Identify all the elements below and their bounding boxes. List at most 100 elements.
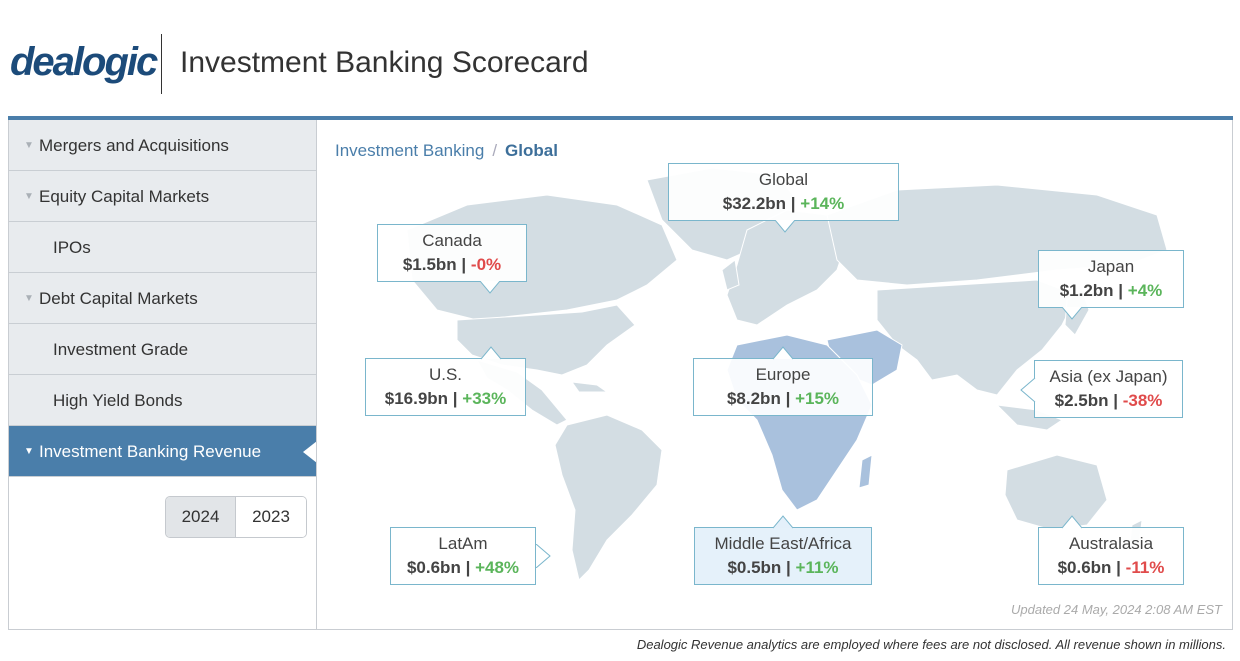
region-value: $0.6bn | -11% <box>1039 558 1183 578</box>
australia-shape[interactable] <box>1004 454 1108 531</box>
region-revenue: $16.9bn <box>384 389 449 408</box>
callout-pointer-icon <box>775 220 795 233</box>
caret-down-icon: ▼ <box>24 140 34 151</box>
value-separator: | <box>786 558 791 577</box>
region-name: Global <box>758 170 809 189</box>
value-separator: | <box>465 558 471 577</box>
updated-timestamp: Updated 24 May, 2024 2:08 AM EST <box>1010 602 1222 617</box>
page-title: Investment Banking Scorecard <box>180 46 589 79</box>
callout-pointer-icon <box>1062 515 1082 529</box>
region-callout-middle-east-africa[interactable]: Middle East/Africa $0.5bn | +11% <box>694 527 872 585</box>
region-revenue: $0.5bn <box>727 558 782 577</box>
sidebar-item-label: IPOs <box>53 238 91 257</box>
breadcrumb-parent-link[interactable]: Investment Banking <box>335 141 485 160</box>
region-revenue: $1.5bn <box>402 255 457 274</box>
callout-pointer-icon <box>535 544 551 568</box>
sidebar-item-ipos[interactable]: IPOs <box>9 222 316 273</box>
region-callout-japan[interactable]: Japan $1.2bn | +4% <box>1038 250 1184 308</box>
value-separator: | <box>790 194 796 213</box>
region-value: $16.9bn | +33% <box>366 389 525 409</box>
region-change: -0% <box>470 255 502 274</box>
region-change: +33% <box>462 389 507 408</box>
region-change: -11% <box>1125 558 1165 577</box>
sidebar-item-debt-capital-markets[interactable]: ▼ Debt Capital Markets <box>9 273 316 324</box>
se-asia-islands-shape <box>995 404 1064 431</box>
caret-down-icon: ▼ <box>24 191 34 202</box>
value-separator: | <box>461 255 467 274</box>
south-america-shape[interactable] <box>554 414 663 581</box>
region-callout-latam[interactable]: LatAm $0.6bn | +48% <box>390 527 536 585</box>
region-value: $0.6bn | +48% <box>391 558 535 578</box>
region-change: +15% <box>795 389 840 408</box>
caret-down-icon: ▼ <box>24 293 34 304</box>
value-separator: | <box>1113 391 1118 410</box>
breadcrumb-separator: / <box>492 141 498 160</box>
region-name: Middle East/Africa <box>714 534 852 553</box>
year-button-2023[interactable]: 2023 <box>236 497 306 537</box>
region-revenue: $8.2bn <box>726 389 781 408</box>
region-callout-europe[interactable]: Europe $8.2bn | +15% <box>693 358 873 416</box>
main-panel: Investment Banking / Global Global $32.2bn… <box>316 120 1233 630</box>
region-change: +11% <box>795 558 839 577</box>
region-revenue: $0.6bn <box>406 558 461 577</box>
region-name: LatAm <box>438 534 488 553</box>
callout-pointer-icon <box>1020 378 1036 402</box>
region-change: +4% <box>1127 281 1163 300</box>
region-revenue: $2.5bn <box>1054 391 1109 410</box>
sidebar-item-investment-banking-revenue[interactable]: ▼ Investment Banking Revenue <box>9 426 317 477</box>
sidebar-item-label: Investment Grade <box>53 340 189 359</box>
region-change: +14% <box>800 194 845 213</box>
sidebar-item-high-yield-bonds[interactable]: High Yield Bonds <box>9 375 316 426</box>
value-separator: | <box>1116 558 1121 577</box>
region-value: $8.2bn | +15% <box>694 389 872 409</box>
region-revenue: $32.2bn <box>722 194 787 213</box>
year-button-2024[interactable]: 2024 <box>166 497 236 537</box>
region-revenue: $0.6bn <box>1057 558 1112 577</box>
value-separator: | <box>452 389 458 408</box>
us-shape[interactable] <box>456 304 636 376</box>
region-value: $0.5bn | +11% <box>695 558 871 578</box>
region-change: +48% <box>475 558 520 577</box>
region-callout-asia-ex-japan[interactable]: Asia (ex Japan) $2.5bn | -38% <box>1034 360 1183 418</box>
region-name: Australasia <box>1068 534 1154 553</box>
breadcrumb-current: Global <box>505 141 558 160</box>
sidebar-item-investment-grade[interactable]: Investment Grade <box>9 324 316 375</box>
sidebar-item-mergers-and-acquisitions[interactable]: ▼ Mergers and Acquisitions <box>9 120 316 171</box>
region-callout-us[interactable]: U.S. $16.9bn | +33% <box>365 358 526 416</box>
dealogic-logo[interactable]: dealogic <box>10 40 158 84</box>
header-rule <box>8 116 1233 120</box>
callout-pointer-icon <box>773 515 793 529</box>
region-name: Asia (ex Japan) <box>1049 367 1168 386</box>
sidebar-item-label: High Yield Bonds <box>53 391 183 410</box>
header: dealogic Investment Banking Scorecard <box>0 0 1240 116</box>
year-toggle: 2024 2023 <box>165 496 307 538</box>
region-name: U.S. <box>428 365 463 384</box>
region-value: $2.5bn | -38% <box>1035 391 1182 411</box>
madagascar-shape <box>858 454 873 489</box>
sidebar-item-equity-capital-markets[interactable]: ▼ Equity Capital Markets <box>9 171 316 222</box>
caret-down-icon: ▼ <box>24 446 34 457</box>
region-value: $32.2bn | +14% <box>669 194 898 214</box>
sidebar-item-label: Investment Banking Revenue <box>39 442 262 461</box>
region-callout-australasia[interactable]: Australasia $0.6bn | -11% <box>1038 527 1184 585</box>
sidebar-item-label: Debt Capital Markets <box>39 289 198 308</box>
callout-pointer-icon <box>773 346 793 360</box>
region-value: $1.2bn | +4% <box>1039 281 1183 301</box>
footnote: Dealogic Revenue analytics are employed … <box>636 637 1226 652</box>
uk-shape <box>721 259 740 291</box>
callout-pointer-icon <box>480 281 500 294</box>
region-name: Europe <box>755 365 811 384</box>
header-divider <box>161 34 162 94</box>
region-value: $1.5bn | -0% <box>378 255 526 275</box>
value-separator: | <box>785 389 791 408</box>
region-callout-canada[interactable]: Canada $1.5bn | -0% <box>377 224 527 282</box>
caribbean-shape <box>570 381 609 393</box>
region-name: Japan <box>1087 257 1135 276</box>
region-callout-global[interactable]: Global $32.2bn | +14% <box>668 163 899 221</box>
region-name: Canada <box>422 231 482 250</box>
value-separator: | <box>1118 281 1124 300</box>
callout-pointer-icon <box>1062 307 1082 320</box>
sidebar-item-label: Equity Capital Markets <box>39 187 210 206</box>
callout-pointer-icon <box>481 346 501 360</box>
breadcrumb: Investment Banking / Global <box>335 141 558 161</box>
